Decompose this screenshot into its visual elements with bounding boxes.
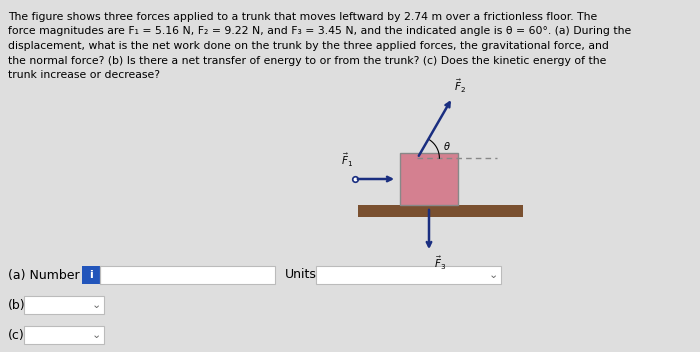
Text: ⌄: ⌄ (91, 330, 101, 340)
Bar (24, 326, 104, 344)
Text: (a) Number: (a) Number (8, 269, 80, 282)
Bar (316, 266, 501, 284)
Text: i: i (89, 270, 93, 280)
Bar (400, 153, 458, 205)
Text: force magnitudes are F₁ = 5.16 N, F₂ = 9.22 N, and F₃ = 3.45 N, and the indicate: force magnitudes are F₁ = 5.16 N, F₂ = 9… (8, 26, 631, 37)
Text: The figure shows three forces applied to a trunk that moves leftward by 2.74 m o: The figure shows three forces applied to… (8, 12, 597, 22)
Bar (24, 296, 104, 314)
Bar (358, 205, 523, 217)
Text: (b): (b) (8, 298, 26, 312)
Text: $\vec{F}_1$: $\vec{F}_1$ (341, 152, 353, 169)
Text: ⌄: ⌄ (91, 300, 101, 310)
Text: $\vec{F}_3$: $\vec{F}_3$ (434, 255, 446, 272)
Text: trunk increase or decrease?: trunk increase or decrease? (8, 70, 160, 80)
Bar (82, 266, 100, 284)
Text: $\theta$: $\theta$ (443, 140, 452, 152)
Text: ⌄: ⌄ (489, 270, 498, 280)
Text: $\vec{F}_2$: $\vec{F}_2$ (454, 77, 466, 95)
Bar (100, 266, 275, 284)
Text: the normal force? (b) Is there a net transfer of energy to or from the trunk? (c: the normal force? (b) Is there a net tra… (8, 56, 606, 65)
Text: (c): (c) (8, 328, 25, 341)
Text: displacement, what is the net work done on the trunk by the three applied forces: displacement, what is the net work done … (8, 41, 609, 51)
Text: Units: Units (285, 269, 317, 282)
